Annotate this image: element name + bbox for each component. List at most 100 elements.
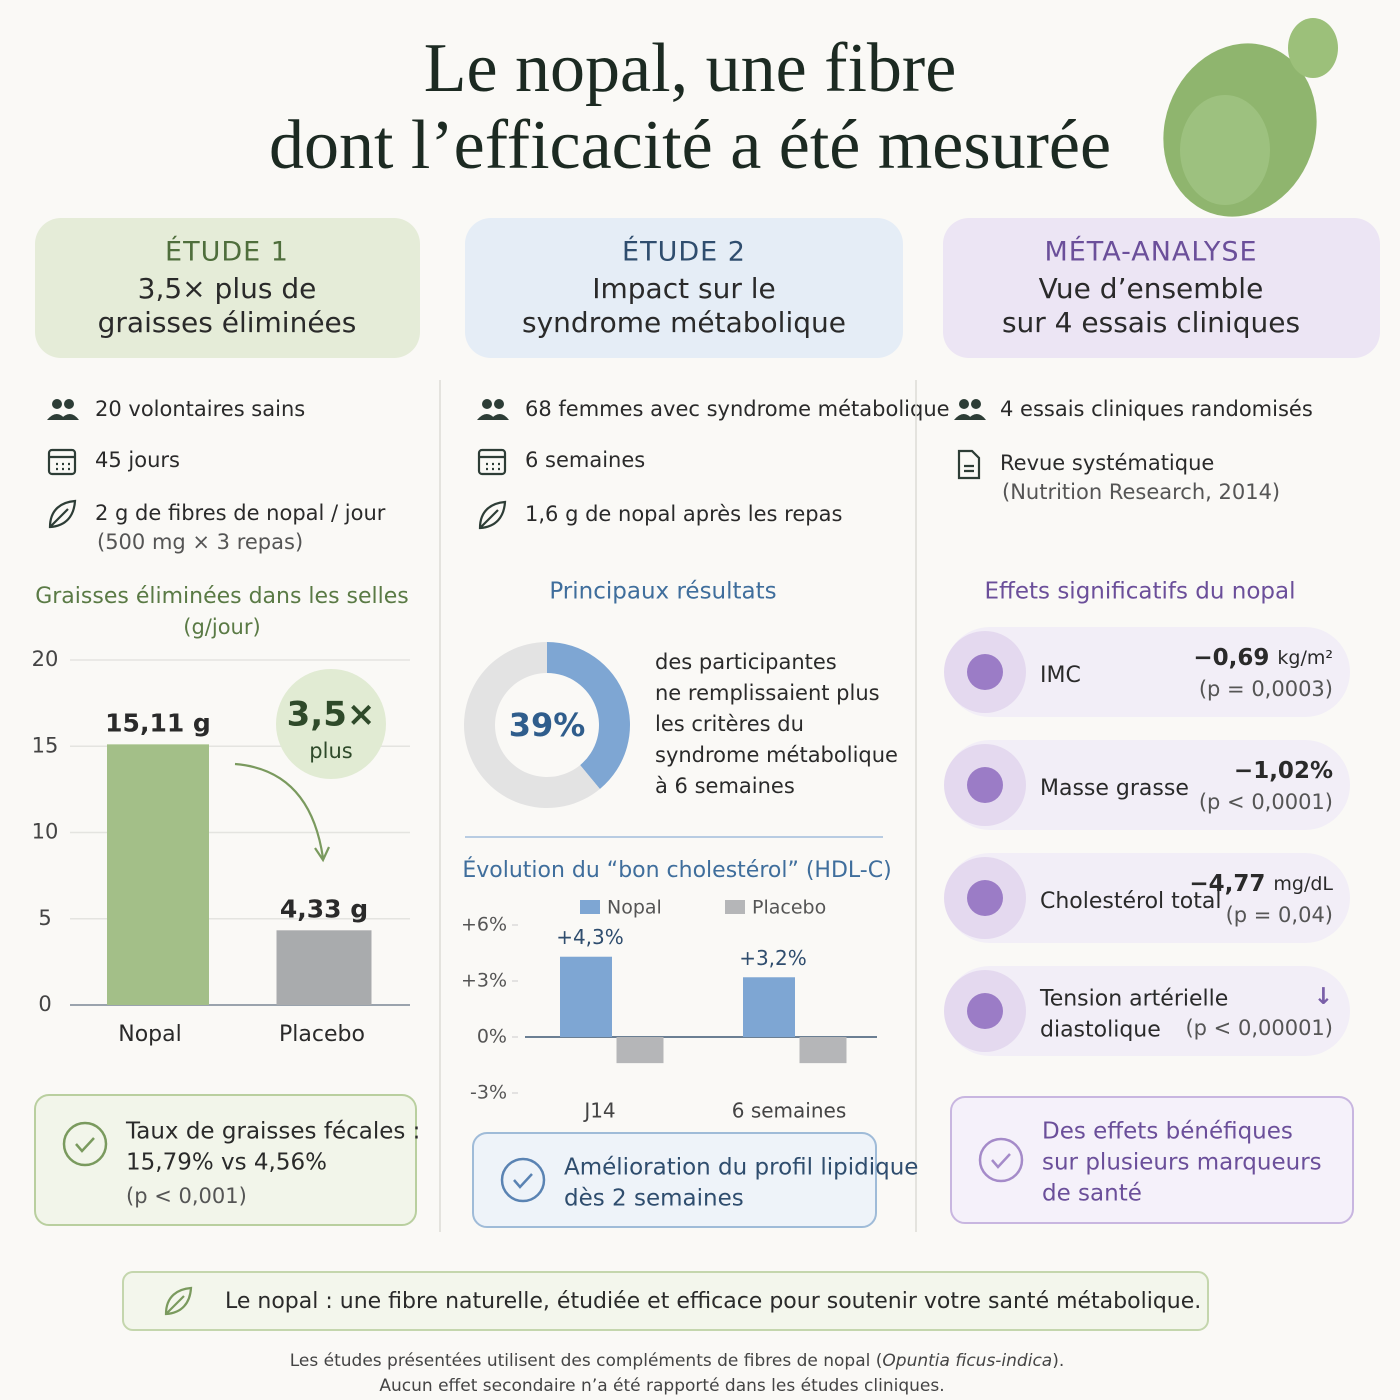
value-label: +3,2% (739, 946, 807, 970)
annotation-bubble (276, 669, 386, 779)
callout-text: Des effets bénéfiques (1042, 1119, 1293, 1145)
fact-text: 6 semaines (525, 448, 645, 472)
annotation-subtext: plus (309, 739, 352, 763)
effect-pill (945, 627, 1350, 717)
footnote: Les études présentées utilisent des comp… (290, 1351, 1065, 1371)
icon-part (957, 449, 981, 480)
cactus-illustration (1163, 18, 1338, 217)
value-label: +4,3% (556, 925, 624, 949)
donut-description: des participantes (655, 650, 837, 674)
icon-part (486, 462, 500, 471)
value-label: 4,33 g (280, 894, 368, 923)
annotation-arrow (234, 762, 330, 863)
callout-box (34, 1094, 417, 1226)
icon-part (47, 414, 79, 420)
donut-description: les critères du (655, 712, 804, 736)
effect-p: (p = 0,04) (1226, 903, 1333, 927)
effect-value-number: ↓ (1314, 984, 1333, 1010)
header-card (465, 218, 903, 358)
y-tick-label: 0 (38, 992, 51, 1016)
y-tick-label: +3% (461, 970, 507, 992)
effect-value: −1,02% (1234, 758, 1333, 784)
y-tick-label: 5 (38, 906, 51, 930)
effect-value: −4,77 mg/dL (1189, 871, 1333, 897)
footnote-part: Opuntia ficus-indica (882, 1351, 1052, 1371)
icon-part (477, 448, 507, 476)
icon-people (477, 399, 509, 420)
effect-label: diastolique (1040, 1018, 1161, 1043)
effect-value-number: −1,02% (1234, 758, 1333, 784)
callout-text: Taux de graisses fécales : (125, 1119, 420, 1145)
column-heading: Impact sur le (592, 272, 776, 305)
effect-label: Cholestérol total (1040, 889, 1221, 914)
icon-part (959, 399, 969, 409)
y-tick-label: 20 (32, 647, 59, 671)
x-tick-label: Nopal (118, 1022, 181, 1047)
icon-part (48, 499, 77, 529)
legend-swatch (580, 900, 600, 914)
callout-text: dès 2 semaines (564, 1186, 744, 1212)
fact-text: 2 g de fibres de nopal / jour (95, 501, 386, 525)
effect-icon (967, 993, 1003, 1029)
column-label: ÉTUDE 1 (165, 236, 289, 268)
check-icon (991, 1153, 1011, 1169)
chart-title: Principaux résultats (549, 579, 776, 605)
icon-part (478, 500, 507, 530)
donut-segment (463, 642, 600, 808)
bar (560, 956, 612, 1037)
effect-p: (p < 0,00001) (1185, 1016, 1333, 1040)
column-label: MÉTA-ANALYSE (1044, 236, 1257, 268)
icon-part (47, 448, 77, 476)
bar (107, 744, 209, 1005)
effect-icon (967, 767, 1003, 803)
icon-part (64, 399, 74, 409)
header-card (35, 218, 420, 358)
callout-box (472, 1132, 877, 1228)
y-tick-label: +6% (461, 914, 507, 936)
legend-label: Placebo (752, 897, 826, 919)
icon-part (477, 414, 509, 420)
donut-description: à 6 semaines (655, 774, 795, 798)
effect-pill (945, 740, 1350, 830)
fact-note: (Nutrition Research, 2014) (1002, 480, 1280, 504)
effect-p: (p < 0,0001) (1199, 790, 1333, 814)
effect-value-number: −0,69 (1193, 645, 1269, 671)
effect-label: IMC (1040, 663, 1081, 688)
chart-title: Graisses éliminées dans les selles (35, 584, 409, 609)
callout-note: (p < 0,001) (126, 1184, 247, 1208)
check-icon (513, 1173, 533, 1189)
icon-doc (957, 449, 981, 480)
check-icon (978, 1137, 1024, 1183)
effect-value-number: −4,77 (1189, 871, 1265, 897)
donut-description: syndrome métabolique (655, 743, 898, 767)
y-tick-label: 0% (477, 1026, 507, 1048)
fact-text: 1,6 g de nopal après les repas (525, 502, 842, 526)
icon-part (954, 414, 986, 420)
icon-people (47, 399, 79, 420)
column-heading: syndrome métabolique (522, 306, 846, 339)
column-heading: sur 4 essais cliniques (1002, 306, 1300, 339)
section-title: Effets significatifs du nopal (984, 579, 1295, 605)
icon-part (52, 399, 62, 409)
y-tick-label: -3% (470, 1082, 507, 1104)
icon-leaf (164, 1286, 193, 1316)
chart-subtitle: (g/jour) (183, 615, 260, 639)
x-tick-label: Placebo (279, 1022, 365, 1047)
icon-leaf (48, 499, 77, 529)
column-label: ÉTUDE 2 (622, 236, 746, 268)
banner (122, 1271, 1209, 1331)
callout-text: 15,79% vs 4,56% (126, 1150, 327, 1176)
effect-unit: mg/dL (1273, 873, 1333, 895)
value-label: 15,11 g (105, 708, 211, 737)
donut-center-label: 39% (509, 706, 586, 744)
icon-calendar (47, 448, 77, 476)
bar (616, 1037, 664, 1064)
fact-text: Revue systématique (1000, 451, 1214, 475)
effect-pill (945, 853, 1350, 943)
callout-text: sur plusieurs marqueurs (1042, 1150, 1322, 1176)
icon-people (954, 399, 986, 420)
fact-note: (500 mg × 3 repas) (97, 530, 303, 554)
column-heading: Vue d’ensemble (1039, 272, 1264, 305)
bar (743, 977, 795, 1037)
title: dont l’efficacité a été mesurée (269, 107, 1111, 184)
